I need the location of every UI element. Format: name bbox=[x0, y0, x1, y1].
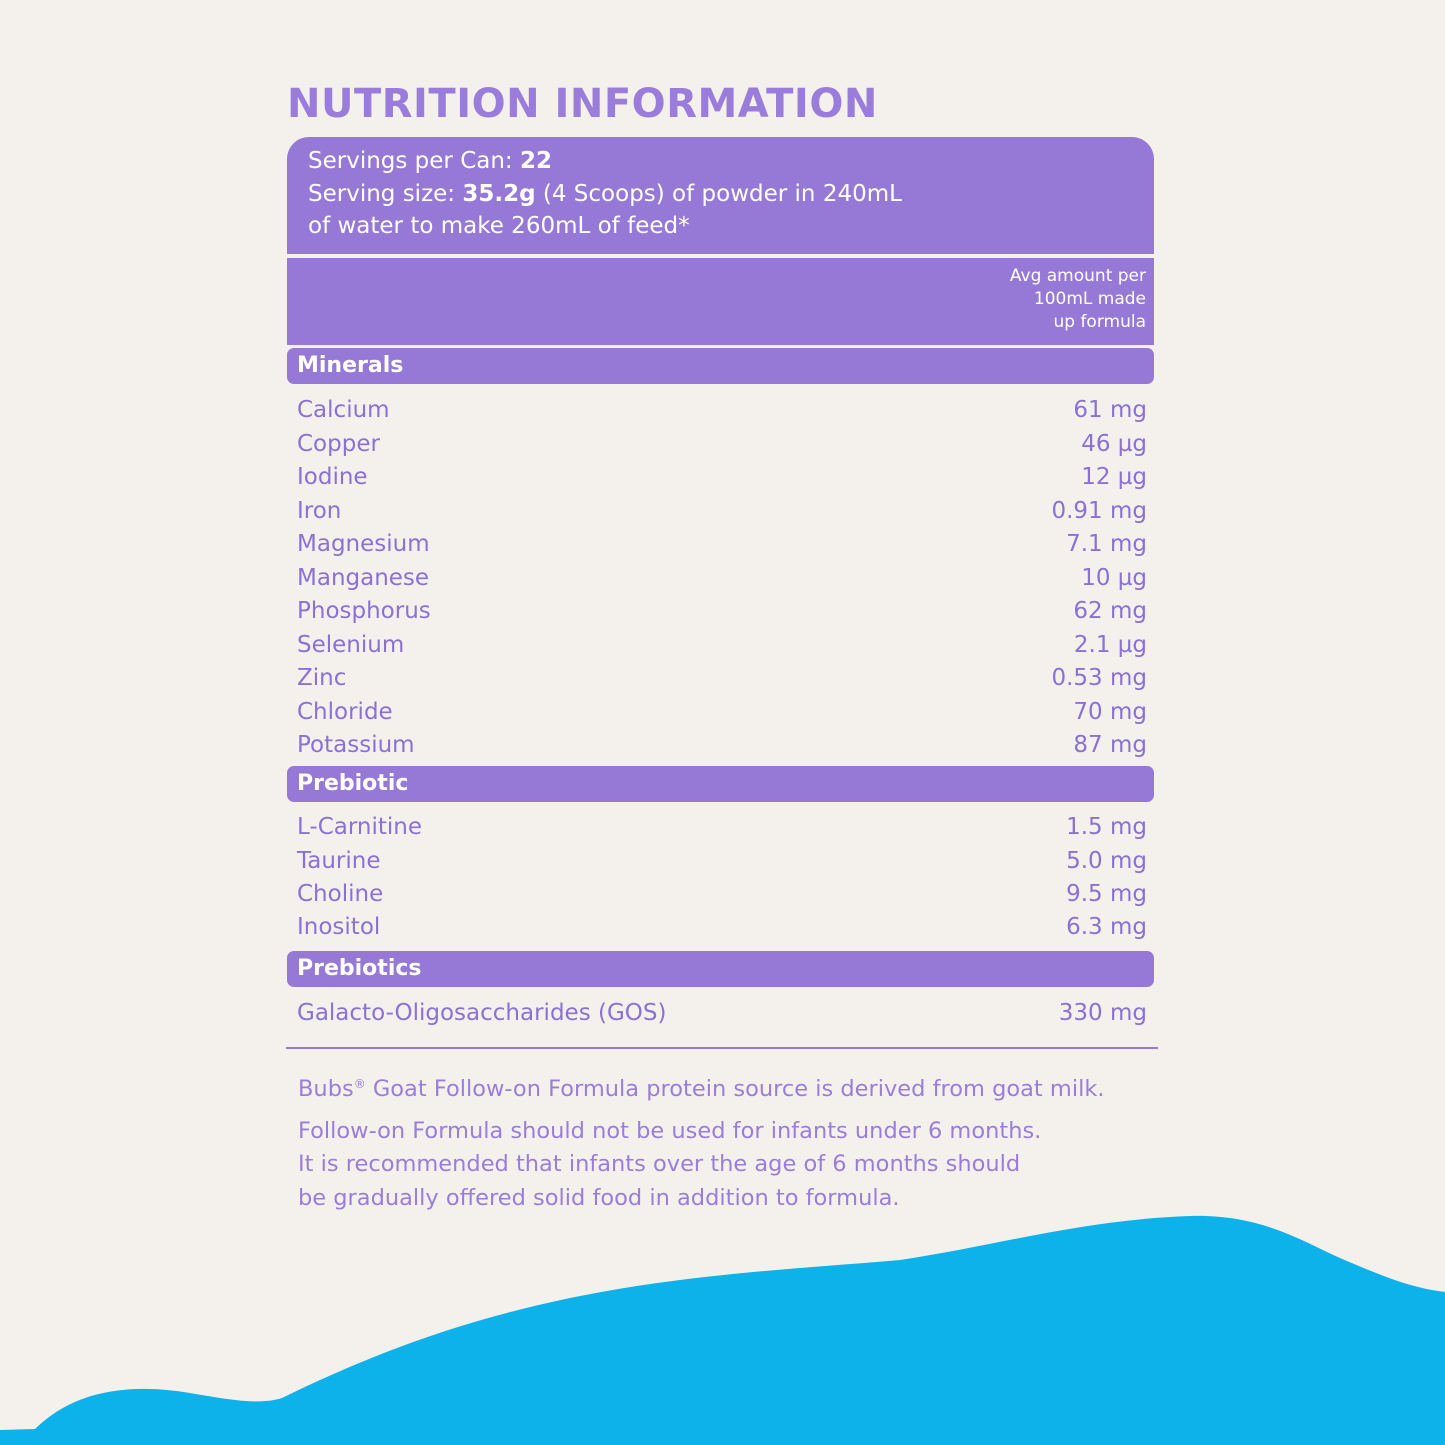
nutrient-value: 10 µg bbox=[1081, 564, 1147, 591]
nutrient-value: 62 mg bbox=[1073, 597, 1147, 624]
table-row: Chloride 70 mg bbox=[297, 695, 1147, 728]
nutrient-name: Iodine bbox=[297, 463, 368, 490]
table-row: Selenium 2.1 µg bbox=[297, 628, 1147, 661]
nutrient-value: 0.91 mg bbox=[1051, 497, 1147, 524]
divider bbox=[286, 1047, 1158, 1049]
table-row: Zinc 0.53 mg bbox=[297, 661, 1147, 694]
nutrient-value: 61 mg bbox=[1073, 396, 1147, 423]
table-row: Taurine 5.0 mg bbox=[297, 844, 1147, 877]
nutrient-value: 2.1 µg bbox=[1073, 631, 1147, 658]
nutrient-name: Magnesium bbox=[297, 530, 430, 557]
table-row: Iodine 12 µg bbox=[297, 460, 1147, 493]
note-text: Goat Follow-on Formula protein source is… bbox=[365, 1076, 1105, 1102]
table-row: Copper 46 µg bbox=[297, 427, 1147, 460]
section-header-prebiotic: Prebiotic bbox=[287, 766, 1154, 802]
nutrient-name: Selenium bbox=[297, 631, 405, 658]
nutrient-name: L-Carnitine bbox=[297, 813, 423, 840]
nutrient-value: 0.53 mg bbox=[1051, 664, 1147, 691]
serving-size-value: 35.2g bbox=[462, 180, 536, 207]
nutrient-name: Inositol bbox=[297, 913, 381, 940]
nutrient-name: Manganese bbox=[297, 564, 430, 591]
nutrient-name: Calcium bbox=[297, 396, 390, 423]
nutrient-name: Taurine bbox=[297, 847, 381, 874]
table-row: Galacto-Oligosaccharides (GOS) 330 mg bbox=[297, 996, 1147, 1029]
table-row: Inositol 6.3 mg bbox=[297, 910, 1147, 943]
page-title: NUTRITION INFORMATION bbox=[287, 81, 878, 127]
table-row: Manganese 10 µg bbox=[297, 561, 1147, 594]
nutrient-value: 9.5 mg bbox=[1066, 880, 1147, 907]
nutrient-value: 1.5 mg bbox=[1066, 813, 1147, 840]
note-age-warning: Follow-on Formula should not be used for… bbox=[298, 1118, 1042, 1144]
column-header: Avg amount per 100mL made up formula bbox=[287, 258, 1154, 345]
serving-info-panel: Servings per Can: 22 Serving size: 35.2g… bbox=[287, 137, 1154, 254]
nutrient-name: Zinc bbox=[297, 664, 347, 691]
brand-name: Bubs bbox=[298, 1076, 354, 1102]
servings-per-can: Servings per Can: 22 bbox=[308, 145, 1154, 178]
note-recommendation-continued: be gradually offered solid food in addit… bbox=[298, 1185, 900, 1211]
table-row: Potassium 87 mg bbox=[297, 728, 1147, 761]
table-row: Choline 9.5 mg bbox=[297, 877, 1147, 910]
serving-size: Serving size: 35.2g (4 Scoops) of powder… bbox=[308, 178, 1154, 211]
serving-size-rest: (4 Scoops) of powder in 240mL bbox=[535, 180, 902, 207]
nutrient-value: 70 mg bbox=[1073, 698, 1147, 725]
column-header-line: 100mL made bbox=[1033, 289, 1146, 309]
nutrient-name: Galacto-Oligosaccharides (GOS) bbox=[297, 999, 667, 1026]
section-header-prebiotics: Prebiotics bbox=[287, 951, 1154, 987]
section-header-minerals: Minerals bbox=[287, 348, 1154, 384]
nutrient-name: Phosphorus bbox=[297, 597, 431, 624]
servings-label: Servings per Can: bbox=[308, 148, 520, 174]
note-protein-source: Bubs® Goat Follow-on Formula protein sou… bbox=[298, 1068, 1105, 1107]
nutrient-name: Potassium bbox=[297, 731, 415, 758]
nutrient-value: 87 mg bbox=[1073, 731, 1147, 758]
note-recommendation: It is recommended that infants over the … bbox=[298, 1151, 1021, 1177]
table-row: Iron 0.91 mg bbox=[297, 494, 1147, 527]
nutrient-name: Choline bbox=[297, 880, 384, 907]
nutrient-value: 46 µg bbox=[1081, 430, 1147, 457]
nutrient-name: Chloride bbox=[297, 698, 393, 725]
table-row: L-Carnitine 1.5 mg bbox=[297, 810, 1147, 843]
table-row: Phosphorus 62 mg bbox=[297, 594, 1147, 627]
nutrient-name: Iron bbox=[297, 497, 342, 524]
column-header-line: up formula bbox=[1053, 312, 1146, 332]
table-row: Calcium 61 mg bbox=[297, 393, 1147, 426]
nutrient-value: 330 mg bbox=[1058, 999, 1147, 1026]
serving-size-continued: of water to make 260mL of feed* bbox=[308, 213, 690, 239]
nutrient-value: 7.1 mg bbox=[1066, 530, 1147, 557]
decorative-wave bbox=[0, 1215, 1445, 1445]
column-header-line: Avg amount per bbox=[1009, 266, 1146, 286]
registered-mark: ® bbox=[353, 1077, 366, 1091]
servings-value: 22 bbox=[520, 148, 553, 174]
nutrient-value: 5.0 mg bbox=[1066, 847, 1147, 874]
nutrient-name: Copper bbox=[297, 430, 380, 457]
column-header-label: Avg amount per 100mL made up formula bbox=[946, 265, 1146, 334]
serving-size-label: Serving size: bbox=[308, 180, 463, 207]
nutrient-value: 12 µg bbox=[1081, 463, 1147, 490]
table-row: Magnesium 7.1 mg bbox=[297, 527, 1147, 560]
nutrient-value: 6.3 mg bbox=[1066, 913, 1147, 940]
